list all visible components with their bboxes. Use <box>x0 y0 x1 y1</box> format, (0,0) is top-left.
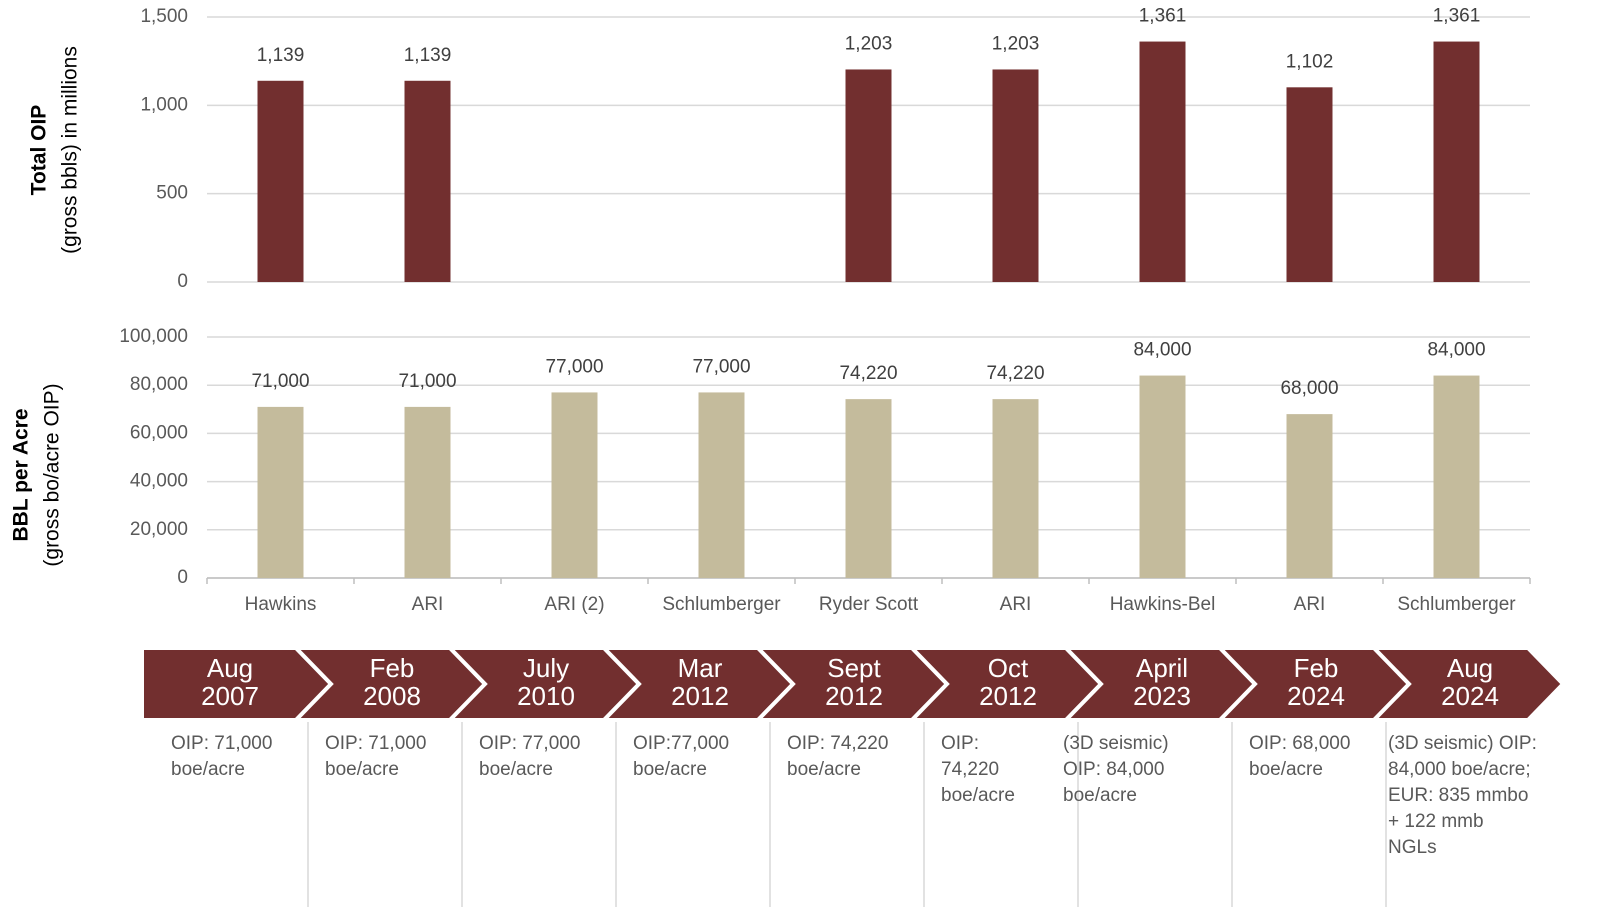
data-label: 1,102 <box>1286 51 1334 72</box>
timeline-date: 2024 <box>1287 681 1345 711</box>
y-tick-label: 100,000 <box>119 326 188 347</box>
bar <box>1286 414 1333 578</box>
timeline-date: 2012 <box>671 681 729 711</box>
timeline-note: OIP:77,000 <box>633 733 729 754</box>
data-label: 1,139 <box>404 45 452 66</box>
timeline-note: OIP: <box>941 733 979 754</box>
data-label: 77,000 <box>545 356 603 377</box>
timeline-chevron <box>1369 646 1566 722</box>
y-axis-subtitle: (gross bbls) in millions <box>59 46 82 254</box>
data-label: 74,220 <box>839 363 897 384</box>
timeline-note: boe/acre <box>633 759 707 780</box>
y-tick-label: 500 <box>156 183 188 204</box>
bar <box>1433 41 1480 282</box>
timeline-note: OIP: 71,000 <box>325 733 426 754</box>
timeline-note: (3D seismic) <box>1063 733 1169 754</box>
timeline-note: boe/acre <box>325 759 399 780</box>
timeline-date: Sept <box>827 653 881 683</box>
x-tick-label: Schlumberger <box>1397 594 1516 615</box>
x-tick-label: ARI <box>1000 594 1032 615</box>
x-tick-label: ARI (2) <box>544 594 604 615</box>
timeline-date: 2024 <box>1441 681 1499 711</box>
x-tick-label: ARI <box>1294 594 1326 615</box>
data-label: 71,000 <box>398 371 456 392</box>
data-label: 1,361 <box>1139 6 1187 27</box>
timeline-note: boe/acre <box>787 759 861 780</box>
data-label: 84,000 <box>1427 340 1485 361</box>
data-label: 1,203 <box>992 33 1040 54</box>
y-axis-title: Total OIP <box>28 105 51 196</box>
data-label: 74,220 <box>986 363 1044 384</box>
timeline-date: Aug <box>207 653 253 683</box>
timeline-note: boe/acre <box>941 785 1015 806</box>
y-tick-label: 80,000 <box>130 374 188 395</box>
bar <box>1433 375 1480 578</box>
data-label: 1,139 <box>257 45 305 66</box>
bar <box>698 392 745 578</box>
bar <box>404 406 451 578</box>
x-tick-label: Hawkins <box>245 594 317 615</box>
timeline-note: boe/acre <box>171 759 245 780</box>
timeline-note: boe/acre <box>479 759 553 780</box>
timeline-note: (3D seismic) OIP: <box>1388 733 1537 754</box>
x-tick-label: Schlumberger <box>662 594 781 615</box>
bar <box>404 80 451 282</box>
data-label: 84,000 <box>1133 340 1191 361</box>
timeline-date: 2023 <box>1133 681 1191 711</box>
timeline-date: July <box>523 653 569 683</box>
y-tick-label: 0 <box>177 271 188 292</box>
timeline-note: EUR: 835 mmbo <box>1388 785 1528 806</box>
y-tick-label: 60,000 <box>130 422 188 443</box>
timeline-date: 2008 <box>363 681 421 711</box>
timeline-note: 84,000 boe/acre; <box>1388 759 1531 780</box>
y-axis-subtitle: (gross bo/acre OIP) <box>41 383 64 566</box>
data-label: 1,361 <box>1433 6 1481 27</box>
bar <box>257 80 304 282</box>
data-label: 77,000 <box>692 356 750 377</box>
timeline-date: Mar <box>678 653 723 683</box>
data-label: 71,000 <box>251 371 309 392</box>
bar <box>257 406 304 578</box>
timeline-note: OIP: 71,000 <box>171 733 272 754</box>
timeline-note: boe/acre <box>1063 785 1137 806</box>
timeline-date: April <box>1136 653 1188 683</box>
timeline-date: 2012 <box>979 681 1037 711</box>
x-tick-label: ARI <box>412 594 444 615</box>
timeline-note: OIP: 68,000 <box>1249 733 1350 754</box>
timeline-note: boe/acre <box>1249 759 1323 780</box>
bar <box>992 399 1039 578</box>
timeline-date: Feb <box>1294 653 1339 683</box>
x-tick-label: Hawkins-Bel <box>1110 594 1216 615</box>
timeline-date: 2007 <box>201 681 259 711</box>
timeline-note: + 122 mmb <box>1388 811 1484 832</box>
bar <box>845 399 892 578</box>
data-label: 1,203 <box>845 33 893 54</box>
y-tick-label: 1,500 <box>140 6 188 27</box>
timeline-date: 2012 <box>825 681 883 711</box>
y-tick-label: 1,000 <box>140 94 188 115</box>
y-axis-title: BBL per Acre <box>10 408 33 541</box>
bar <box>1286 87 1333 283</box>
bar <box>1139 375 1186 578</box>
data-label: 68,000 <box>1280 378 1338 399</box>
timeline-note: OIP: 74,220 <box>787 733 888 754</box>
timeline-note: 74,220 <box>941 759 999 780</box>
timeline-note: NGLs <box>1388 837 1437 858</box>
y-tick-label: 40,000 <box>130 471 188 492</box>
bar <box>1139 41 1186 282</box>
y-tick-label: 0 <box>177 567 188 588</box>
y-tick-label: 20,000 <box>130 519 188 540</box>
timeline-note: OIP: 84,000 <box>1063 759 1164 780</box>
timeline-note: OIP: 77,000 <box>479 733 580 754</box>
timeline-date: 2010 <box>517 681 575 711</box>
bar <box>992 69 1039 282</box>
bar <box>845 69 892 282</box>
timeline-date: Oct <box>988 653 1029 683</box>
timeline-date: Feb <box>370 653 415 683</box>
x-tick-label: Ryder Scott <box>819 594 919 615</box>
timeline-date: Aug <box>1447 653 1493 683</box>
bar <box>551 392 598 578</box>
